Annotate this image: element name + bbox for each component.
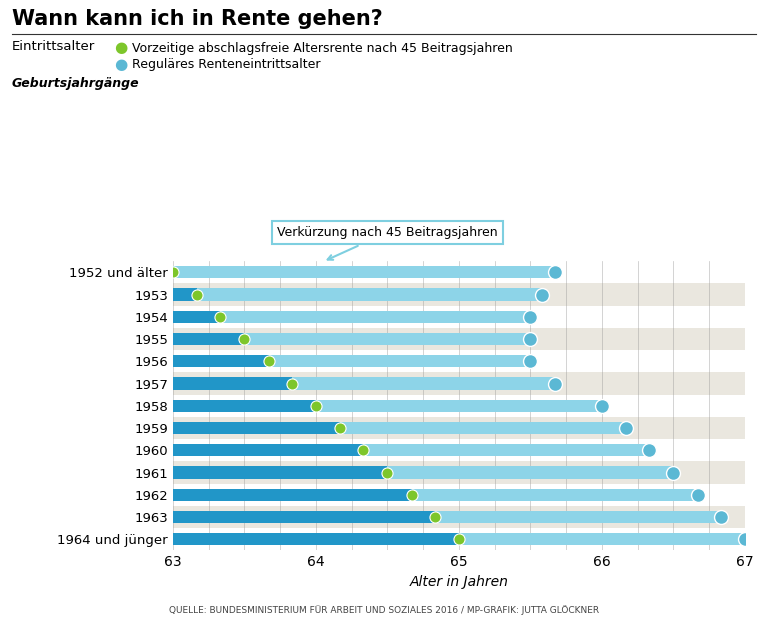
Bar [173,489,412,501]
Bar [173,333,244,345]
Text: Wann kann ich in Rente gehen?: Wann kann ich in Rente gehen? [12,9,382,29]
Bar [173,444,363,457]
Bar [173,378,292,390]
Bar [363,444,649,457]
Bar [173,350,745,373]
Bar [173,506,745,528]
Bar [292,378,554,390]
Bar [173,311,220,323]
Bar [173,417,745,439]
Text: Vorzeitige abschlagsfreie Altersrente nach 45 Beitragsjahren: Vorzeitige abschlagsfreie Altersrente na… [132,42,513,55]
Text: Verkürzung nach 45 Beitragsjahren: Verkürzung nach 45 Beitragsjahren [277,226,498,260]
Bar [340,422,626,434]
Bar [244,333,531,345]
Bar [387,466,674,479]
Bar [435,511,720,523]
Bar [173,466,387,479]
Text: QUELLE: BUNDESMINISTERIUM FÜR ARBEIT UND SOZIALES 2016 / MP-GRAFIK: JUTTA GLÖCKN: QUELLE: BUNDESMINISTERIUM FÜR ARBEIT UND… [169,605,599,615]
X-axis label: Alter in Jahren: Alter in Jahren [409,575,508,589]
Text: ●: ● [114,40,127,55]
Bar [412,489,698,501]
Bar [173,289,197,300]
Text: Geburtsjahrgänge: Geburtsjahrgänge [12,77,139,90]
Bar [459,533,745,545]
Bar [173,511,435,523]
Bar [173,266,554,279]
Bar [173,261,745,284]
Bar [173,284,745,306]
Bar [173,395,745,417]
Text: ●: ● [114,57,127,72]
Bar [173,462,745,484]
Bar [173,484,745,506]
Bar [173,528,745,550]
Bar [173,533,458,545]
Bar [173,373,745,395]
Text: Eintrittsalter: Eintrittsalter [12,40,94,53]
Text: Reguläres Renteneintrittsalter: Reguläres Renteneintrittsalter [132,58,320,72]
Bar [316,400,602,412]
Bar [173,355,269,368]
Bar [220,311,531,323]
Bar [173,400,316,412]
Bar [269,355,531,368]
Bar [173,422,340,434]
Bar [173,306,745,328]
Bar [173,439,745,462]
Bar [197,289,542,300]
Bar [173,328,745,350]
